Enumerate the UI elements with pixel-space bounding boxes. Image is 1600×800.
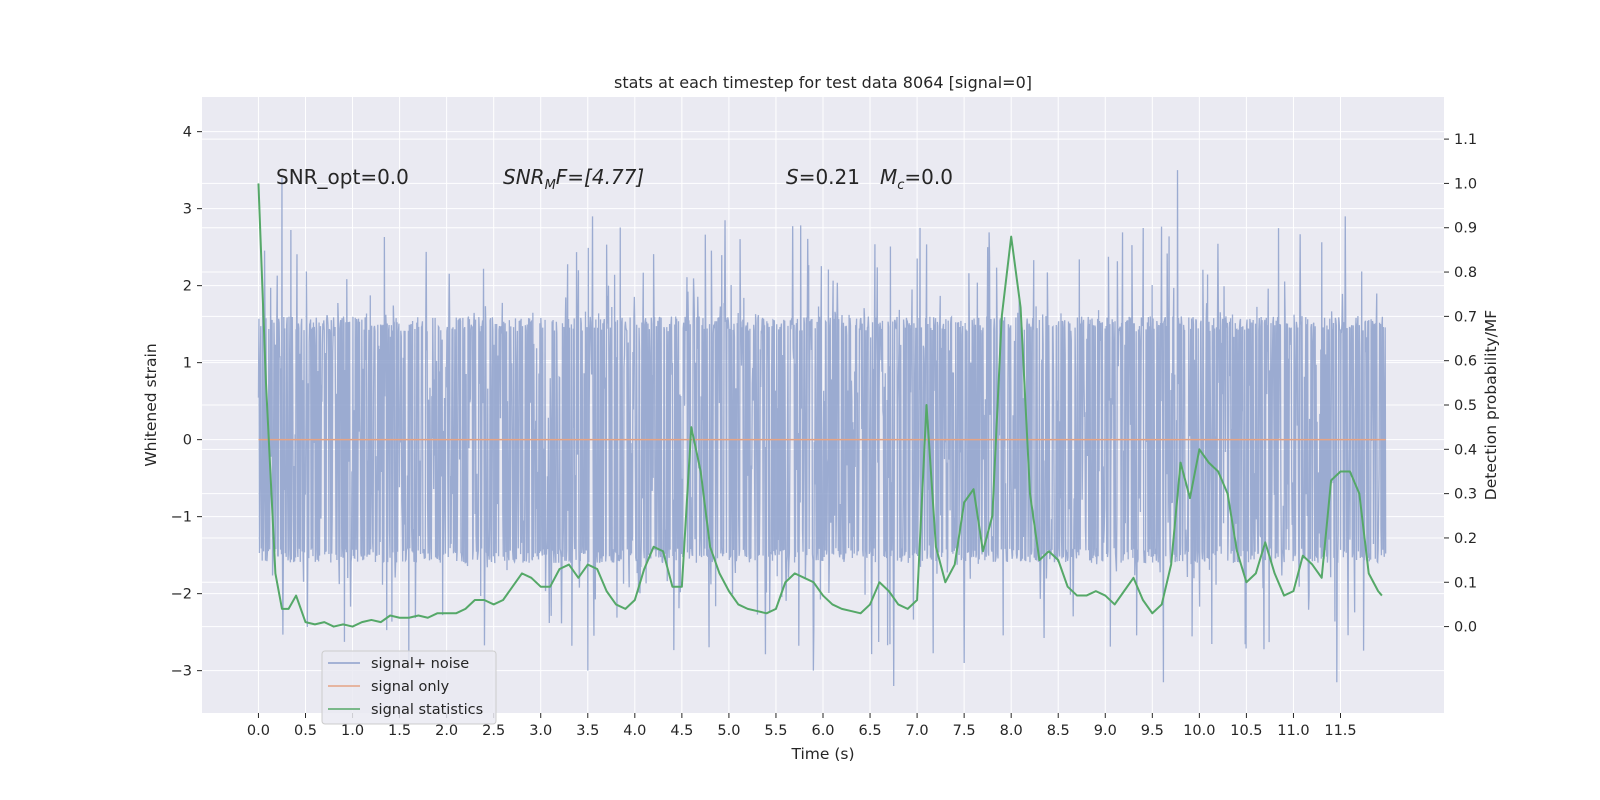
annotations: SNR_opt=0.0 SNRMF=[4.77] S=0.21 Mc=0.0 — [276, 165, 953, 193]
y-left-tick-label: −3 — [171, 664, 192, 680]
y-right-tick-label: 0.0 — [1454, 620, 1477, 636]
y-left-tick-label: 3 — [183, 202, 192, 218]
annotation-snr-opt: SNR_opt=0.0 — [276, 165, 409, 189]
x-tick-label: 11.5 — [1324, 723, 1356, 739]
x-tick-label: 8.5 — [1047, 723, 1070, 739]
x-axis-ticks: 0.0 0.5 1.0 1.5 2.0 2.5 3.0 3.5 4.0 4.5 5.0 5.5 6.0 6… — [247, 713, 1357, 739]
x-tick-label: 9.0 — [1094, 723, 1117, 739]
series-line-signal-noise — [257, 170, 1387, 687]
y-left-axis-label: Whitened strain — [142, 343, 160, 466]
chart-title: stats at each timestep for test data 806… — [614, 73, 1032, 92]
x-tick-label: 9.5 — [1141, 723, 1164, 739]
x-tick-label: 1.0 — [341, 723, 364, 739]
x-tick-label: 3.0 — [529, 723, 552, 739]
x-tick-label: 7.0 — [906, 723, 929, 739]
legend: signal+ noise signal only signal statist… — [321, 650, 497, 725]
x-tick-label: 2.5 — [482, 723, 505, 739]
y-right-axis-label: Detection probability/MF — [1482, 310, 1500, 501]
x-tick-label: 0.5 — [294, 723, 317, 739]
y-right-tick-label: 1.0 — [1454, 176, 1477, 192]
x-tick-label: 4.0 — [623, 723, 646, 739]
y-right-tick-label: 0.8 — [1454, 265, 1477, 281]
y-left-tick-label: −2 — [171, 587, 192, 603]
y-right-tick-label: 0.6 — [1454, 354, 1477, 370]
x-tick-label: 3.5 — [576, 723, 599, 739]
x-tick-label: 5.5 — [764, 723, 787, 739]
series-line-signal-statistics — [257, 183, 1383, 628]
y-left-axis-ticks: −3 −2 −1 0 1 2 3 4 — [171, 125, 202, 680]
x-tick-label: 6.5 — [859, 723, 882, 739]
legend-box — [321, 650, 497, 725]
y-left-tick-label: 1 — [183, 356, 192, 372]
x-tick-label: 5.0 — [717, 723, 740, 739]
y-right-tick-label: 0.4 — [1454, 442, 1477, 458]
annotation-snr-mf: SNRMF=[4.77] — [503, 165, 644, 193]
y-right-tick-label: 0.5 — [1454, 398, 1477, 414]
x-axis-label: Time (s) — [790, 745, 854, 763]
y-right-tick-label: 0.3 — [1454, 487, 1477, 503]
y-left-tick-label: 2 — [183, 279, 192, 295]
y-right-tick-label: 0.1 — [1454, 575, 1477, 591]
y-right-axis-ticks: 0.0 0.1 0.2 0.3 0.4 0.5 0.6 0.7 0.8 0.9 1.0 1.1 — [1444, 132, 1477, 636]
y-right-tick-label: 0.7 — [1454, 309, 1477, 325]
y-left-tick-label: −1 — [171, 510, 192, 526]
y-right-tick-label: 1.1 — [1454, 132, 1477, 148]
signal-statistics-series — [257, 183, 1383, 628]
x-tick-label: 8.0 — [1000, 723, 1023, 739]
x-tick-label: 4.5 — [670, 723, 693, 739]
y-left-tick-label: 4 — [183, 125, 192, 141]
legend-label-signal-only: signal only — [371, 679, 450, 695]
x-tick-label: 2.0 — [435, 723, 458, 739]
x-tick-label: 7.5 — [953, 723, 976, 739]
annotation-s: S=0.21 — [786, 165, 860, 189]
x-tick-label: 10.0 — [1183, 723, 1215, 739]
y-left-tick-label: 0 — [183, 433, 192, 449]
annotation-mc: Mc=0.0 — [880, 165, 953, 193]
legend-label-signal-statistics: signal statistics — [371, 702, 483, 718]
legend-label-signal-noise: signal+ noise — [371, 656, 469, 672]
x-tick-label: 11.0 — [1277, 723, 1309, 739]
x-tick-label: 0.0 — [247, 723, 270, 739]
x-tick-label: 1.5 — [388, 723, 411, 739]
y-right-tick-label: 0.2 — [1454, 531, 1477, 547]
x-tick-label: 10.5 — [1230, 723, 1262, 739]
y-right-tick-label: 0.9 — [1454, 221, 1477, 237]
x-tick-label: 6.0 — [811, 723, 834, 739]
signal-noise-series — [257, 170, 1387, 687]
